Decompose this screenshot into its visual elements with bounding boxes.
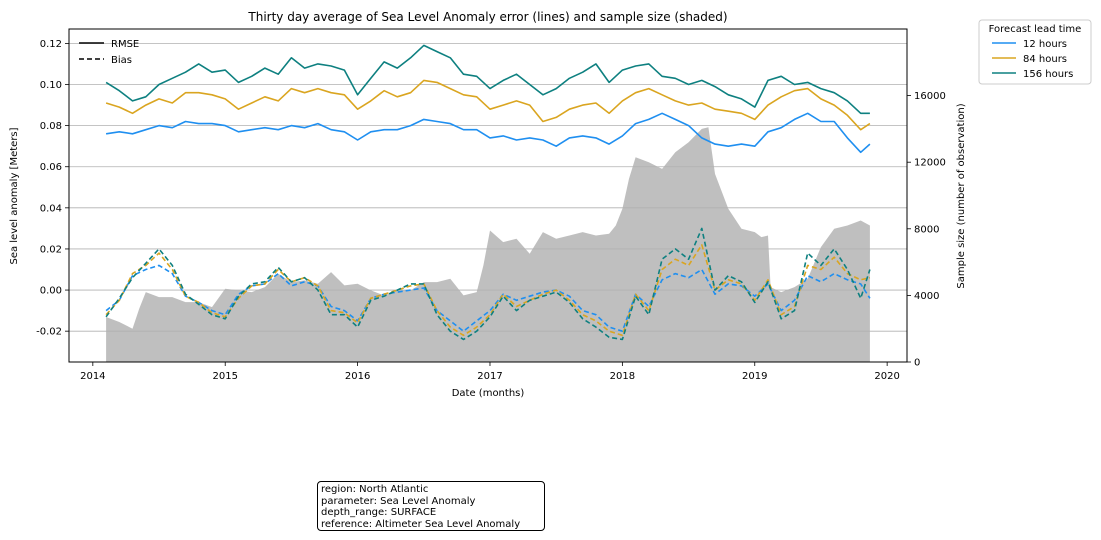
- y2-tick-label: 0: [914, 358, 920, 369]
- x-tick-label: 2019: [742, 371, 767, 382]
- style-legend: RMSE Bias: [79, 39, 139, 66]
- x-axis-label: Date (months): [452, 388, 525, 399]
- legend-rmse-label: RMSE: [111, 39, 139, 50]
- plot-frame: [68, 28, 908, 363]
- y2-tick-label: 12000: [914, 158, 946, 169]
- y-tick-label: -0.02: [36, 327, 62, 338]
- info-box: region: North Atlantic parameter: Sea Le…: [317, 481, 545, 531]
- y-tick-label: 0.02: [40, 244, 62, 255]
- y-axis-left: -0.02 0.00 0.02 0.04 0.06 0.08 0.10 0.12: [36, 39, 69, 338]
- y-tick-label: 0.04: [40, 203, 62, 214]
- lead-time-legend: Forecast lead time 12 hours 84 hours 156…: [978, 19, 1092, 85]
- x-axis: 2014 2015 2016 2017 2018 2019 2020: [80, 362, 900, 382]
- x-tick-label: 2016: [345, 371, 370, 382]
- x-tick-label: 2020: [874, 371, 899, 382]
- legend-bias-label: Bias: [111, 55, 132, 66]
- legend-title: Forecast lead time: [989, 24, 1082, 35]
- legend-12h-label: 12 hours: [1023, 39, 1067, 50]
- y-tick-label: 0.08: [40, 121, 62, 132]
- chart-title: Thirty day average of Sea Level Anomaly …: [247, 10, 727, 24]
- legend-84h-label: 84 hours: [1023, 54, 1067, 65]
- legend-box: [978, 19, 1092, 85]
- x-tick-label: 2014: [80, 371, 105, 382]
- y2-tick-label: 8000: [914, 224, 939, 235]
- y-axis-right: 0 4000 8000 12000 16000: [907, 91, 946, 369]
- y-tick-label: 0.06: [40, 162, 62, 173]
- y2-tick-label: 16000: [914, 91, 946, 102]
- y-tick-label: 0.10: [40, 80, 62, 91]
- info-line-region: region: North Atlantic: [321, 484, 429, 495]
- rmse-line-156-hours: [105, 44, 870, 115]
- bias-line-156-hours: [105, 227, 871, 341]
- sample-size-area-layer: [106, 127, 870, 362]
- info-line-depth: depth_range: SURFACE: [321, 507, 437, 518]
- y2-tick-label: 4000: [914, 291, 939, 302]
- y2-axis-label: Sample size (number of observation): [956, 103, 967, 288]
- series-lines-layer: [105, 44, 871, 341]
- y-tick-label: 0.12: [40, 39, 62, 50]
- legend-156h-label: 156 hours: [1023, 69, 1073, 80]
- sample-size-area: [106, 127, 870, 362]
- rmse-line-84-hours: [105, 79, 871, 131]
- rmse-line-12-hours: [105, 112, 871, 154]
- y-axis-label: Sea level anomaly [Meters]: [9, 127, 20, 264]
- x-tick-label: 2015: [212, 371, 237, 382]
- info-line-parameter: parameter: Sea Level Anomaly: [321, 495, 476, 507]
- y-tick-label: 0.00: [40, 286, 62, 297]
- x-tick-label: 2018: [610, 371, 635, 382]
- info-line-reference: reference: Altimeter Sea Level Anomaly: [321, 518, 521, 530]
- x-tick-label: 2017: [477, 371, 502, 382]
- grid-layer: [69, 42, 907, 332]
